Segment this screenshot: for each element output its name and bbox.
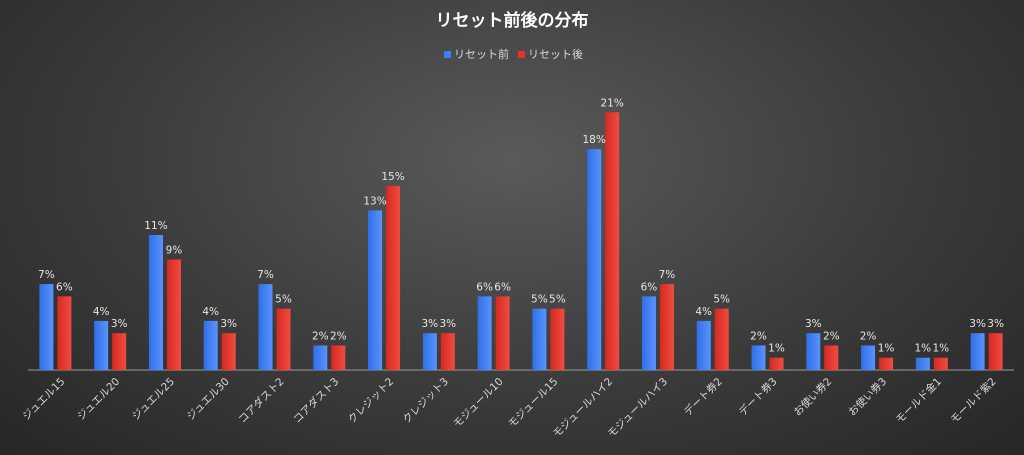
legend-swatch-after xyxy=(518,51,525,58)
data-label-after-10: 5% xyxy=(549,294,566,306)
bar-before-13 xyxy=(696,320,711,370)
x-tick-label-5: コアダスト2 xyxy=(236,375,287,426)
x-tick-label-16: お使い券3 xyxy=(846,375,890,419)
data-label-after-3: 9% xyxy=(166,245,183,257)
data-label-before-1: 7% xyxy=(38,269,55,281)
bar-after-17 xyxy=(933,357,948,370)
x-tick-label-8: クレジット3 xyxy=(401,376,451,426)
data-label-before-16: 2% xyxy=(860,330,877,342)
data-label-after-12: 7% xyxy=(659,269,676,281)
bar-before-12 xyxy=(641,296,656,370)
data-label-before-8: 3% xyxy=(421,318,438,330)
bar-group xyxy=(39,112,1003,370)
bar-before-3 xyxy=(148,235,163,370)
data-label-before-4: 4% xyxy=(202,306,219,318)
data-label-after-14: 1% xyxy=(768,343,785,355)
bar-after-5 xyxy=(276,308,291,370)
bar-before-5 xyxy=(258,284,273,370)
bar-before-7 xyxy=(368,210,383,370)
x-tick-label-group: ジュエル15 ジュエル20 ジュエル25 ジュエル30 コアダスト2 コアダスト3 クレジッ… xyxy=(20,375,998,440)
data-label-before-12: 6% xyxy=(641,281,658,293)
bar-before-16 xyxy=(861,345,876,370)
x-tick-label-6: コアダスト3 xyxy=(290,375,341,426)
data-label-before-15: 3% xyxy=(805,318,822,330)
x-tick-label-3: ジュエル25 xyxy=(130,376,177,423)
bar-before-18 xyxy=(970,333,985,370)
bar-after-8 xyxy=(440,333,455,370)
x-tick-label-10: モジュール15 xyxy=(506,376,561,431)
data-label-after-6: 2% xyxy=(330,330,347,342)
data-label-after-4: 3% xyxy=(220,318,237,330)
bar-before-8 xyxy=(422,333,437,370)
data-label-after-11: 21% xyxy=(600,97,623,109)
x-tick-label-13: デート券2 xyxy=(681,375,725,419)
bar-before-1 xyxy=(39,284,54,370)
x-tick-label-18: モールド紫2 xyxy=(948,376,998,426)
x-tick-label-2: ジュエル20 xyxy=(75,376,122,423)
chart-title: リセット前後の分布 xyxy=(436,10,589,31)
data-label-before-14: 2% xyxy=(750,330,767,342)
bar-after-13 xyxy=(714,308,729,370)
legend-swatch-before xyxy=(444,51,451,58)
bar-after-4 xyxy=(221,333,236,370)
data-label-after-18: 3% xyxy=(987,318,1004,330)
data-label-before-3: 11% xyxy=(144,220,167,232)
data-label-after-7: 15% xyxy=(381,171,404,183)
bar-before-15 xyxy=(806,333,821,370)
bar-after-15 xyxy=(824,345,839,370)
bar-before-17 xyxy=(915,357,930,370)
data-label-after-15: 2% xyxy=(823,330,840,342)
data-label-after-17: 1% xyxy=(932,343,949,355)
bar-before-9 xyxy=(477,296,492,370)
x-tick-label-17: モールド金1 xyxy=(893,375,944,426)
data-label-after-9: 6% xyxy=(494,281,511,293)
bar-after-6 xyxy=(331,345,346,370)
data-label-before-7: 13% xyxy=(363,195,386,207)
data-label-after-16: 1% xyxy=(878,343,895,355)
data-label-after-8: 3% xyxy=(439,318,456,330)
bar-before-14 xyxy=(751,345,766,370)
bar-after-1 xyxy=(57,296,72,370)
data-label-before-9: 6% xyxy=(476,281,493,293)
data-label-before-17: 1% xyxy=(914,343,931,355)
legend-label-before: リセット前 xyxy=(454,47,509,61)
legend: リセット前 リセット後 xyxy=(444,47,583,61)
legend-label-after: リセット後 xyxy=(528,47,583,61)
data-label-after-13: 5% xyxy=(713,294,730,306)
data-label-after-1: 6% xyxy=(56,281,73,293)
bar-before-2 xyxy=(94,320,109,370)
data-label-before-10: 5% xyxy=(531,294,548,306)
bar-after-2 xyxy=(112,333,127,370)
x-tick-label-15: お使い券2 xyxy=(791,375,835,419)
data-label-group: 7%6%4%3%11%9%4%3%7%5%2% 2%13%15%3% 3%6% 6%5… xyxy=(38,97,1004,354)
bar-after-11 xyxy=(605,112,620,370)
data-label-before-5: 7% xyxy=(257,269,274,281)
data-label-before-2: 4% xyxy=(93,306,110,318)
x-tick-label-1: ジュエル15 xyxy=(20,376,67,423)
bar-after-12 xyxy=(659,284,674,370)
data-label-before-11: 18% xyxy=(582,134,605,146)
data-label-before-13: 4% xyxy=(695,306,712,318)
bar-after-14 xyxy=(769,357,784,370)
data-label-after-5: 5% xyxy=(275,294,292,306)
bar-after-3 xyxy=(166,259,181,370)
bar-after-9 xyxy=(495,296,510,370)
x-tick-label-12: モジュールハイ3 xyxy=(606,376,671,441)
data-label-after-2: 3% xyxy=(111,318,128,330)
x-tick-label-9: モジュール10 xyxy=(451,376,506,431)
bar-after-7 xyxy=(386,185,401,370)
x-tick-label-7: クレジット2 xyxy=(346,376,396,426)
data-label-before-18: 3% xyxy=(969,318,986,330)
bar-after-16 xyxy=(879,357,894,370)
bar-after-10 xyxy=(550,308,565,370)
bar-before-11 xyxy=(587,149,602,370)
data-label-before-6: 2% xyxy=(312,330,329,342)
bar-before-4 xyxy=(203,320,218,370)
bar-before-10 xyxy=(532,308,547,370)
bar-after-18 xyxy=(988,333,1003,370)
bar-before-6 xyxy=(313,345,328,370)
x-tick-label-4: ジュエル30 xyxy=(185,376,232,423)
x-tick-label-14: デート券3 xyxy=(736,375,780,419)
